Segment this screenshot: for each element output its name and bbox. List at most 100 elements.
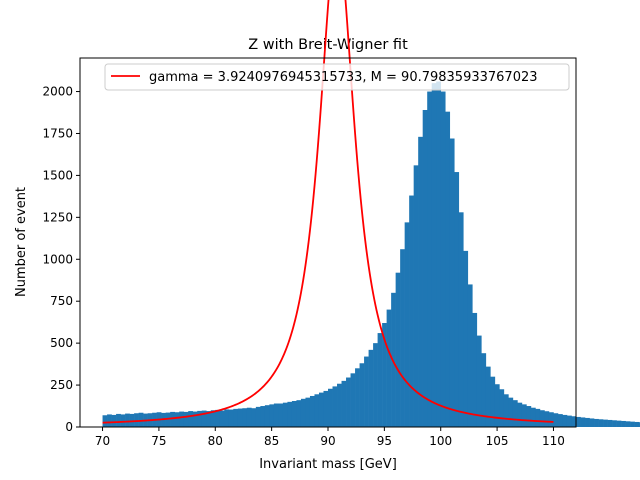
y-tick-label: 1500 [42, 168, 73, 182]
histogram-bar [413, 165, 419, 427]
histogram-bar [409, 195, 414, 427]
x-tick-label: 85 [264, 434, 279, 448]
histogram-bar [445, 111, 451, 427]
histogram-bar [237, 408, 243, 427]
x-tick-label: 100 [429, 434, 452, 448]
histogram-bar [404, 222, 410, 427]
histogram-bar [364, 356, 369, 427]
histogram-bar [323, 390, 329, 427]
histogram-bar [526, 406, 532, 427]
histogram-bar [386, 309, 392, 427]
x-tick-label: 80 [208, 434, 223, 448]
histogram-bar [287, 401, 293, 427]
histogram-bar [337, 383, 342, 427]
histogram-bar [102, 415, 108, 427]
histogram-bar [215, 409, 221, 427]
x-tick-label: 95 [377, 434, 392, 448]
legend-label: gamma = 3.9240976945315733, M = 90.79835… [149, 70, 538, 85]
breit-wigner-fit-line [102, 0, 554, 424]
y-tick-label: 250 [50, 378, 73, 392]
histogram-bar [129, 413, 135, 427]
histogram-bar [282, 402, 288, 427]
histogram-bar [463, 250, 469, 427]
fit-curve-group [102, 0, 554, 424]
histogram-bar [576, 416, 581, 427]
histogram-bar [188, 411, 194, 427]
histogram-bar [530, 407, 536, 427]
histogram-bar [107, 414, 112, 427]
histogram-bar [192, 411, 198, 427]
histogram-bar [264, 405, 270, 427]
histogram-bar [521, 404, 527, 427]
histogram-bar [359, 363, 365, 427]
legend-box [104, 63, 570, 91]
histogram-bar [436, 81, 442, 428]
histogram-bar [111, 414, 117, 427]
histogram-bar [512, 400, 518, 427]
histogram-bar [309, 395, 315, 427]
histogram-bar [395, 272, 401, 427]
histogram-bar [251, 408, 257, 427]
histogram-bar [269, 404, 275, 427]
histogram-bar [616, 420, 622, 427]
histogram-bar [170, 411, 175, 427]
histogram-bar [630, 421, 635, 427]
histogram-bar [566, 415, 572, 427]
histogram-bar [314, 394, 320, 427]
histogram-bar [197, 410, 203, 427]
histogram-bar [318, 392, 324, 427]
histogram-bar [116, 413, 121, 427]
histogram-bar [548, 412, 554, 427]
histogram-bar [328, 388, 333, 427]
histogram-bar [607, 419, 613, 427]
histogram-bar [174, 412, 180, 427]
y-tick-label: 1250 [42, 210, 73, 224]
histogram-bar [206, 411, 212, 427]
histogram-bar [296, 400, 302, 427]
y-tick-label: 500 [50, 336, 73, 350]
histogram-bar [612, 420, 617, 427]
histogram-bar [418, 136, 423, 427]
histogram-bar [634, 421, 640, 427]
histogram-bar [499, 389, 505, 427]
histogram-bar [260, 406, 266, 427]
chart-title: Z with Breit-Wigner fit [248, 37, 408, 53]
y-tick-label: 1000 [42, 252, 73, 266]
histogram-bar [594, 418, 599, 427]
y-tick-label: 2000 [42, 85, 73, 99]
histogram-bar [368, 349, 374, 427]
histogram-bar [228, 409, 234, 427]
histogram-bar [224, 409, 230, 427]
histogram-bar [557, 414, 563, 427]
histogram-bar [503, 394, 509, 427]
histogram-bar [481, 353, 487, 427]
x-tick-label: 75 [151, 434, 166, 448]
x-tick-label: 90 [320, 434, 335, 448]
histogram-bar [449, 138, 455, 427]
histogram-bar [562, 414, 568, 427]
x-axis-ticks: 70 75 80 85 90 95 100 105 110 [95, 427, 565, 448]
histogram-bar [431, 83, 437, 427]
y-axis-ticks: 0 250 500 750 1000 1250 1500 1750 2000 [42, 85, 80, 434]
histogram-bar [373, 343, 378, 427]
histogram-bar [427, 91, 433, 427]
histogram-bar [120, 414, 126, 427]
histogram-bar [291, 401, 297, 427]
histogram-bar [517, 402, 523, 427]
histogram-bar [621, 420, 626, 427]
histogram-bar [544, 411, 550, 427]
histogram-bar [467, 284, 473, 427]
histogram-bar [472, 312, 478, 427]
histogram-bar [179, 411, 185, 427]
histogram-bar [210, 410, 216, 427]
histogram-bar [598, 419, 604, 427]
histogram-bar [341, 380, 347, 427]
x-tick-label: 70 [95, 434, 110, 448]
histogram-bar [589, 418, 595, 427]
histogram-bar [165, 412, 171, 427]
histogram-bar [400, 249, 405, 427]
histogram-bar [125, 413, 130, 427]
histogram-bar [346, 377, 351, 427]
x-tick-label: 110 [542, 434, 565, 448]
